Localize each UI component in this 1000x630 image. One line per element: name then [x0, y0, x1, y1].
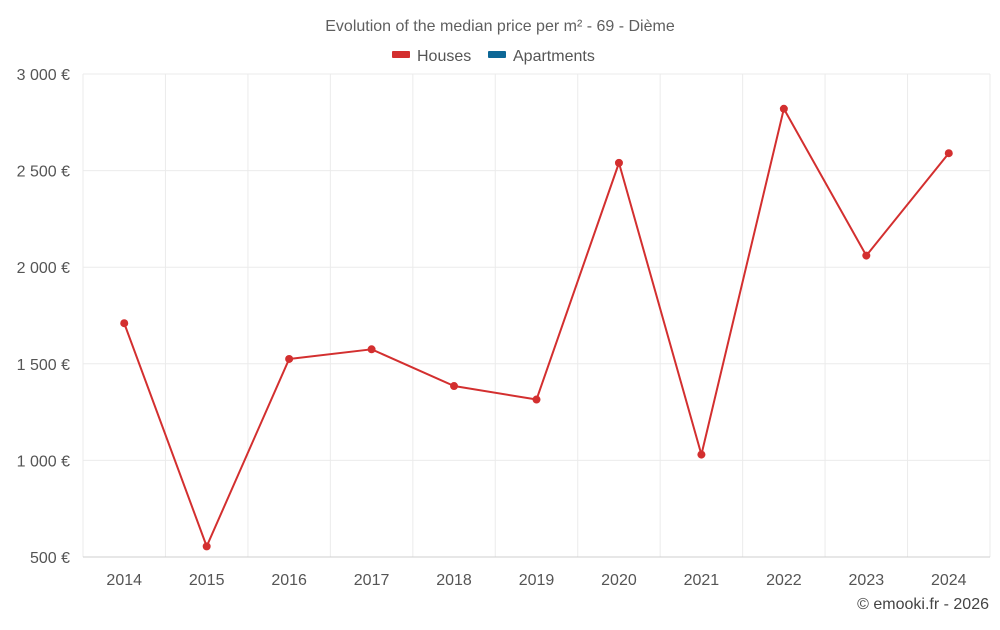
x-tick-label: 2023 [849, 572, 885, 589]
y-tick-label: 3 000 € [17, 67, 70, 84]
legend-label-apartments[interactable]: Apartments [513, 48, 595, 65]
data-point[interactable] [779, 104, 788, 113]
x-tick-label: 2021 [684, 572, 720, 589]
series-layer [120, 104, 953, 551]
x-tick-label: 2019 [519, 572, 555, 589]
x-tick-label: 2014 [106, 572, 142, 589]
x-axis-tick-labels: 2014 2015 2016 2017 2018 2019 2020 2021 2022 2023… [106, 572, 966, 589]
legend-label-houses[interactable]: Houses [417, 48, 471, 65]
x-tick-label: 2015 [189, 572, 225, 589]
y-gridlines [83, 73, 990, 461]
data-point[interactable] [697, 450, 706, 459]
data-point[interactable] [120, 319, 129, 328]
data-point[interactable] [285, 354, 294, 363]
y-axis-tick-labels: 500 € 1 000 € 1 500 € 2 000 € 2 500 € 3 000 € [17, 67, 70, 567]
x-tick-label: 2024 [931, 572, 967, 589]
x-tick-label: 2016 [271, 572, 307, 589]
data-point[interactable] [614, 158, 623, 167]
y-tick-label: 500 € [30, 550, 70, 567]
y-tick-label: 2 000 € [17, 260, 70, 277]
data-point[interactable] [450, 382, 459, 391]
credit-text: © emooki.fr - 2026 [857, 596, 989, 613]
chart-title: Evolution of the median price per m² - 6… [325, 18, 675, 35]
legend: Houses Apartments [392, 48, 595, 65]
x-gridlines [82, 74, 991, 557]
legend-swatch-apartments[interactable] [488, 51, 506, 58]
y-tick-label: 1 000 € [17, 453, 70, 470]
data-point[interactable] [367, 345, 376, 354]
legend-swatch-houses[interactable] [392, 51, 410, 58]
y-tick-label: 1 500 € [17, 357, 70, 374]
y-tick-label: 2 500 € [17, 164, 70, 181]
x-tick-label: 2020 [601, 572, 637, 589]
x-tick-label: 2022 [766, 572, 802, 589]
data-point[interactable] [532, 395, 541, 404]
x-tick-label: 2018 [436, 572, 472, 589]
data-point[interactable] [202, 542, 211, 551]
x-tick-label: 2017 [354, 572, 390, 589]
data-point[interactable] [944, 149, 953, 158]
data-point[interactable] [862, 251, 871, 260]
